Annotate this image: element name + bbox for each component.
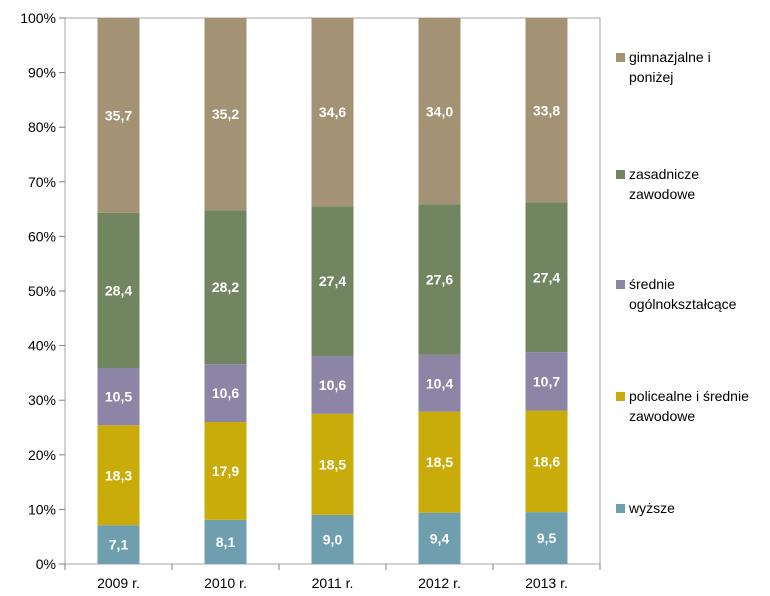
data-label: 27,4 xyxy=(533,269,560,285)
data-label: 34,6 xyxy=(319,104,346,120)
y-tick-label: 100% xyxy=(20,10,56,26)
y-tick-label: 60% xyxy=(28,228,56,244)
bar-segment xyxy=(418,354,461,412)
bar-segment xyxy=(204,18,247,211)
bar-segment xyxy=(97,525,140,564)
data-label: 10,4 xyxy=(426,375,453,391)
bar-segment xyxy=(525,202,568,353)
data-label: 18,6 xyxy=(533,453,560,469)
x-tick-label: 2010 r. xyxy=(204,575,247,591)
data-label: 27,4 xyxy=(319,273,346,289)
data-label: 10,6 xyxy=(319,377,346,393)
bar-segment xyxy=(418,204,461,355)
legend-swatch xyxy=(616,504,625,513)
legend-label: zawodowe xyxy=(629,408,695,424)
legend: gimnazjalne i poniżej zasadnicze zawodowe śr… xyxy=(616,49,749,516)
bar-segment xyxy=(204,210,247,365)
legend-swatch xyxy=(616,280,625,289)
y-tick-label: 20% xyxy=(28,447,56,463)
bar-segment xyxy=(525,18,568,203)
y-tick-label: 50% xyxy=(28,283,56,299)
data-label: 18,5 xyxy=(319,456,346,472)
data-label: 9,5 xyxy=(537,530,557,546)
legend-label: gimnazjalne i xyxy=(629,49,711,65)
legend-swatch xyxy=(616,53,625,62)
x-tick-label: 2009 r. xyxy=(97,575,140,591)
y-tick-label: 30% xyxy=(28,392,56,408)
bar-segment xyxy=(204,422,247,520)
bar-segment xyxy=(311,355,354,414)
legend-label: zasadnicze xyxy=(629,166,699,182)
legend-swatch xyxy=(616,170,625,179)
bar-segment xyxy=(418,18,461,205)
bar-segment xyxy=(418,512,461,564)
data-label: 27,6 xyxy=(426,272,453,288)
legend-label: średnie xyxy=(629,276,675,292)
data-label: 10,7 xyxy=(533,373,560,389)
data-label: 33,8 xyxy=(533,102,560,118)
legend-label: zawodowe xyxy=(629,186,695,202)
y-tick-label: 10% xyxy=(28,501,56,517)
bar-segment xyxy=(525,352,568,411)
data-label: 9,4 xyxy=(430,530,450,546)
data-label: 10,5 xyxy=(105,389,132,405)
bar-segment xyxy=(418,411,461,513)
data-label: 8,1 xyxy=(216,534,236,550)
y-tick-label: 0% xyxy=(36,556,56,572)
bar-segment xyxy=(525,512,568,564)
bar-segment xyxy=(311,514,354,564)
data-label: 28,4 xyxy=(105,282,132,298)
data-label: 28,2 xyxy=(212,279,239,295)
x-tick-label: 2011 r. xyxy=(312,575,354,591)
bar-segment xyxy=(311,206,354,356)
legend-label: policealne i średnie xyxy=(629,388,749,404)
y-tick-label: 40% xyxy=(28,338,56,354)
bar-segment xyxy=(97,212,140,368)
bar-segment xyxy=(311,18,354,207)
legend-swatch xyxy=(616,392,625,401)
bar-segment xyxy=(525,410,568,513)
data-label: 18,3 xyxy=(105,467,132,483)
bar-segment xyxy=(204,519,247,564)
bar-segment xyxy=(97,18,140,213)
data-label: 7,1 xyxy=(109,537,129,553)
x-tick-label: 2013 r. xyxy=(525,575,568,591)
legend-label: poniżej xyxy=(629,69,673,85)
bar-segment xyxy=(204,364,247,423)
legend-label: wyższe xyxy=(628,500,675,516)
y-tick-label: 80% xyxy=(28,119,56,135)
y-tick-label: 70% xyxy=(28,174,56,190)
data-label: 9,0 xyxy=(323,531,343,547)
bar-segment xyxy=(311,413,354,515)
y-tick-label: 90% xyxy=(28,65,56,81)
legend-label: ogólnokształcące xyxy=(629,296,737,312)
data-label: 35,7 xyxy=(105,107,132,123)
x-tick-label: 2012 r. xyxy=(418,575,461,591)
bar-segment xyxy=(97,425,140,526)
axes: 0% 10% 20% 30% 40% 50% 60% 70% 80% 90% 100% 2009 r.… xyxy=(20,10,601,591)
data-label: 34,0 xyxy=(426,103,453,119)
data-label: 35,2 xyxy=(212,106,239,122)
data-label: 17,9 xyxy=(212,463,239,479)
data-label: 18,5 xyxy=(426,454,453,470)
bars: 7,1 18,3 10,5 28,4 35,7 8,1 17,9 10,6 28,2 35,2 9,… xyxy=(97,18,568,564)
data-label: 10,6 xyxy=(212,385,239,401)
bar-segment xyxy=(97,367,140,426)
